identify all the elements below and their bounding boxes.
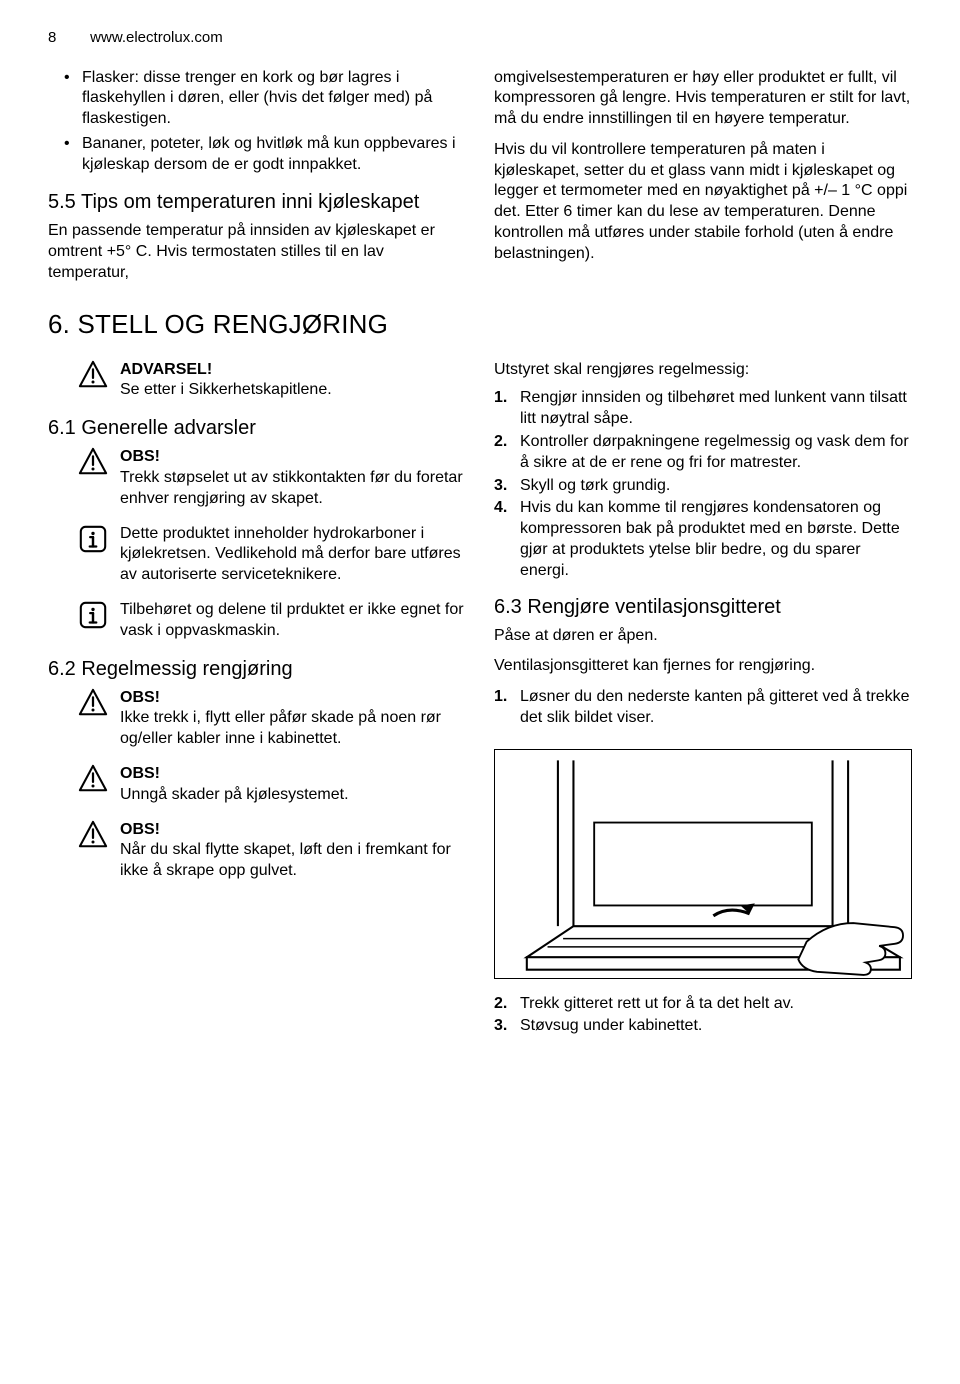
warning-icon (78, 820, 110, 882)
warning-icon (78, 688, 110, 750)
right-top-para-2: Hvis du vil kontrollere temperaturen på … (494, 140, 912, 265)
info-text: Dette produktet inneholder hydrokarboner… (120, 524, 466, 586)
col-left-bottom: ADVARSEL! Se etter i Sikkerhetskapitlene… (48, 360, 466, 1050)
caution-6-2b: OBS! Unngå skader på kjølesystemet. (48, 764, 466, 806)
bullet-item: Flasker: disse trenger en kork og bør la… (82, 68, 466, 130)
heading-5-5: 5.5 Tips om temperaturen inni kjøleskape… (48, 189, 466, 215)
right-top-para-1: omgivelsestemperaturen er høy eller prod… (494, 68, 912, 130)
step-number: 1. (494, 687, 520, 729)
step-number: 2. (494, 994, 520, 1015)
heading-6-1: 6.1 Generelle advarsler (48, 415, 466, 441)
warning-icon (78, 447, 110, 509)
storage-bullets: Flasker: disse trenger en kork og bør la… (48, 68, 466, 176)
caution-text: Trekk støpselet ut av stikkontakten før … (120, 469, 463, 507)
col-right-top: omgivelsestemperaturen er høy eller prod… (494, 68, 912, 294)
warning-advarsel: ADVARSEL! Se etter i Sikkerhetskapitlene… (48, 360, 466, 402)
figure-ventilation-grille (494, 749, 912, 979)
step-number: 3. (494, 1016, 520, 1037)
step-text: Hvis du kan komme til rengjøres kondensa… (520, 498, 912, 581)
info-icon (78, 524, 110, 586)
heading-6-3: 6.3 Rengjøre ventilasjonsgitteret (494, 594, 912, 620)
step-number: 3. (494, 476, 520, 497)
caution-title: OBS! (120, 764, 466, 785)
step-text: Rengjør innsiden og tilbehøret med lunke… (520, 388, 912, 430)
step-text: Skyll og tørk grundig. (520, 476, 912, 497)
page-header: 8 www.electrolux.com (48, 28, 912, 48)
col-left-top: Flasker: disse trenger en kork og bør la… (48, 68, 466, 294)
step-text: Trekk gitteret rett ut for å ta det helt… (520, 994, 912, 1015)
para-5-5: En passende temperatur på innsiden av kj… (48, 221, 466, 283)
warning-text: Se etter i Sikkerhetskapitlene. (120, 381, 332, 398)
step-text: Løsner du den nederste kanten på gittere… (520, 687, 912, 729)
caution-title: OBS! (120, 820, 466, 841)
caution-title: OBS! (120, 447, 466, 468)
info-text: Tilbehøret og delene til prduktet er ikk… (120, 600, 466, 642)
heading-6-2: 6.2 Regelmessig rengjøring (48, 656, 466, 682)
page-number: 8 (48, 28, 86, 48)
caution-6-1: OBS! Trekk støpselet ut av stikkontakten… (48, 447, 466, 509)
grille-steps-a: 1.Løsner du den nederste kanten på gitte… (494, 687, 912, 729)
step-number: 2. (494, 432, 520, 474)
caution-text: Ikke trekk i, flytt eller påfør skade på… (120, 709, 441, 747)
step-number: 1. (494, 388, 520, 430)
warning-icon (78, 360, 110, 402)
heading-6: 6. STELL OG RENGJØRING (48, 308, 912, 342)
caution-text: Unngå skader på kjølesystemet. (120, 786, 349, 803)
caution-title: OBS! (120, 688, 466, 709)
step-text: Støvsug under kabinettet. (520, 1016, 912, 1037)
bullet-item: Bananer, poteter, løk og hvitløk må kun … (82, 134, 466, 176)
caution-6-2a: OBS! Ikke trekk i, flytt eller påfør ska… (48, 688, 466, 750)
grille-steps-b: 2.Trekk gitteret rett ut for å ta det he… (494, 994, 912, 1038)
cleaning-steps: 1.Rengjør innsiden og tilbehøret med lun… (494, 388, 912, 581)
cleaning-intro: Utstyret skal rengjøres regelmessig: (494, 360, 912, 381)
info-dishwasher: Tilbehøret og delene til prduktet er ikk… (48, 600, 466, 642)
step-number: 4. (494, 498, 520, 581)
warning-title: ADVARSEL! (120, 360, 466, 381)
info-icon (78, 600, 110, 642)
warning-icon (78, 764, 110, 806)
para-6-3-a: Påse at døren er åpen. (494, 626, 912, 647)
step-text: Kontroller dørpakningene regelmessig og … (520, 432, 912, 474)
col-right-bottom: Utstyret skal rengjøres regelmessig: 1.R… (494, 360, 912, 1050)
header-url: www.electrolux.com (90, 29, 223, 46)
info-hydrocarbons: Dette produktet inneholder hydrokarboner… (48, 524, 466, 586)
caution-6-2c: OBS! Når du skal flytte skapet, løft den… (48, 820, 466, 882)
para-6-3-b: Ventilasjonsgitteret kan fjernes for ren… (494, 656, 912, 677)
caution-text: Når du skal flytte skapet, løft den i fr… (120, 841, 451, 879)
